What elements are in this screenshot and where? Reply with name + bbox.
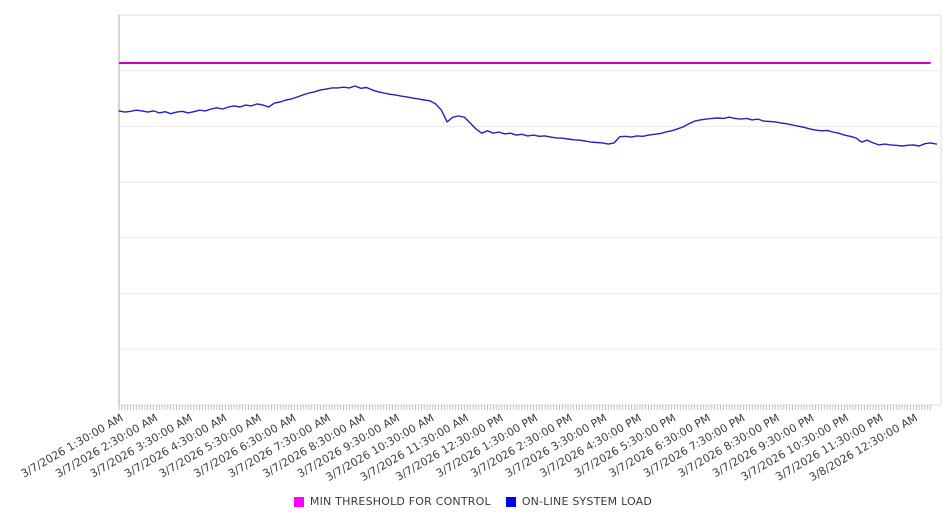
legend-label-min-threshold: MIN THRESHOLD FOR CONTROL	[309, 495, 491, 508]
legend-label-online-system-load: ON-LINE SYSTEM LOAD	[521, 495, 653, 508]
chart-legend: MIN THRESHOLD FOR CONTROL ON-LINE SYSTEM…	[0, 495, 946, 508]
online-system-load-line[interactable]	[118, 85, 938, 147]
legend-item-min-threshold[interactable]: MIN THRESHOLD FOR CONTROL	[293, 495, 491, 508]
chart-canvas: 3/7/2026 1:30:00 AM3/7/2026 2:30:00 AM3/…	[19, 14, 942, 484]
legend-swatch-min-threshold	[293, 496, 304, 507]
legend-item-online-system-load[interactable]: ON-LINE SYSTEM LOAD	[505, 495, 653, 508]
legend-swatch-online-system-load	[505, 496, 516, 507]
